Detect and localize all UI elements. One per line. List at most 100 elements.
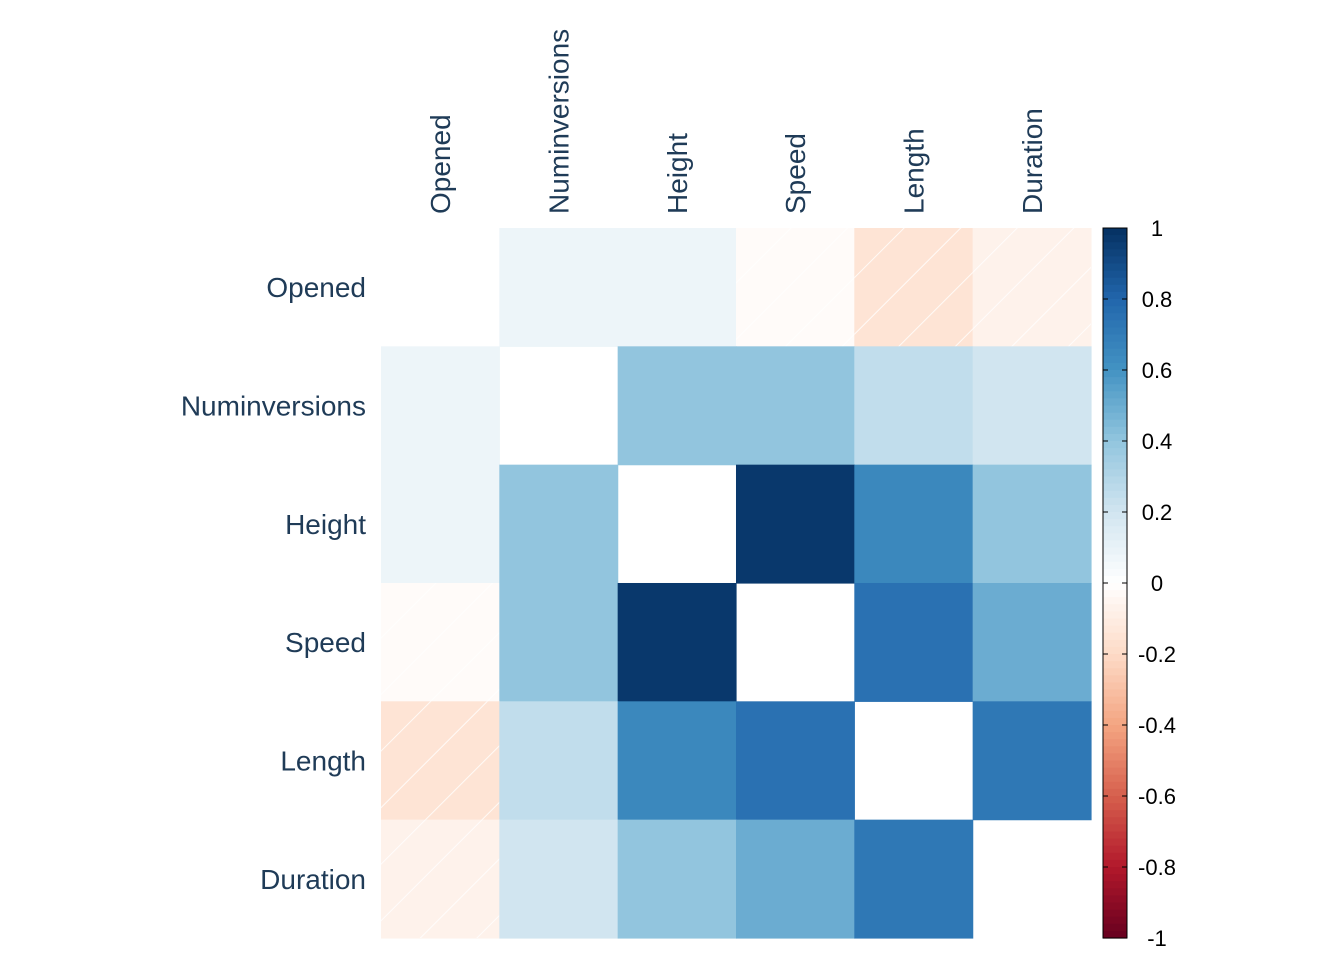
legend-gradient-step bbox=[1103, 469, 1127, 478]
legend-gradient-step bbox=[1103, 867, 1127, 875]
legend-gradient-step bbox=[1103, 930, 1127, 939]
cell-length-numinversions bbox=[499, 701, 619, 821]
legend-gradient-step bbox=[1103, 355, 1127, 364]
legend-gradient-step bbox=[1103, 646, 1127, 655]
cell-speed-length bbox=[854, 582, 974, 702]
legend-gradient-step bbox=[1103, 327, 1127, 336]
legend-gradient-step bbox=[1103, 831, 1127, 840]
legend-tick-label: -0.8 bbox=[1138, 855, 1176, 880]
legend-gradient-step bbox=[1103, 788, 1127, 797]
cell-duration-length bbox=[854, 819, 974, 939]
legend-gradient-step bbox=[1103, 874, 1127, 882]
legend-gradient-step bbox=[1103, 604, 1127, 612]
legend-gradient-step bbox=[1103, 859, 1127, 868]
row-label-duration: Duration bbox=[260, 864, 366, 895]
legend-gradient-step bbox=[1103, 767, 1127, 776]
legend-gradient-step bbox=[1103, 682, 1127, 691]
cell-numinversions-speed bbox=[735, 346, 855, 466]
legend-gradient-step bbox=[1103, 817, 1127, 825]
legend-gradient-step bbox=[1103, 249, 1127, 257]
legend-gradient-step bbox=[1103, 803, 1127, 811]
legend-gradient-step bbox=[1103, 441, 1127, 449]
legend-tick-label: -1 bbox=[1147, 926, 1167, 951]
legend-gradient-step bbox=[1103, 320, 1127, 328]
legend-gradient-step bbox=[1103, 547, 1127, 556]
legend-tick-label: 0 bbox=[1151, 571, 1163, 596]
legend-gradient-step bbox=[1103, 796, 1127, 804]
legend-gradient-step bbox=[1103, 455, 1127, 463]
cell-duration-height bbox=[617, 819, 737, 939]
cell-opened-height bbox=[617, 228, 737, 347]
legend-gradient-step bbox=[1103, 490, 1127, 499]
legend-gradient-step bbox=[1103, 448, 1127, 456]
column-label-duration: Duration bbox=[1017, 108, 1048, 214]
legend-gradient-step bbox=[1103, 412, 1127, 421]
legend-gradient-step bbox=[1103, 881, 1127, 889]
legend-gradient-step bbox=[1103, 654, 1127, 662]
legend-gradient-step bbox=[1103, 661, 1127, 669]
cell-height-length bbox=[854, 464, 974, 584]
legend-gradient-step bbox=[1103, 277, 1127, 286]
legend-gradient-step bbox=[1103, 611, 1127, 620]
cell-height-numinversions bbox=[499, 464, 619, 584]
legend-gradient-step bbox=[1103, 306, 1127, 314]
cell-opened-numinversions bbox=[499, 228, 619, 347]
legend-gradient-step bbox=[1103, 391, 1127, 399]
row-label-length: Length bbox=[280, 745, 366, 776]
legend-gradient-step bbox=[1103, 377, 1127, 385]
column-label-height: Height bbox=[662, 133, 693, 214]
color-legend: 1 0.8 0.6 0.4 0.2 0 -0.2 -0.4 -0.6 -0.8 -1 bbox=[1102, 216, 1176, 951]
legend-gradient-step bbox=[1103, 852, 1127, 861]
negative-hatch bbox=[381, 701, 500, 820]
legend-gradient-step bbox=[1103, 753, 1127, 762]
legend-gradient-step bbox=[1103, 668, 1127, 676]
legend-gradient-step bbox=[1103, 597, 1127, 605]
legend-gradient-step bbox=[1103, 583, 1127, 591]
legend-gradient-step bbox=[1103, 462, 1127, 470]
legend-gradient-step bbox=[1103, 398, 1127, 407]
legend-gradient-step bbox=[1103, 263, 1127, 272]
legend-gradient-step bbox=[1103, 483, 1127, 492]
legend-gradient-step bbox=[1103, 291, 1127, 300]
negative-hatch bbox=[381, 582, 500, 702]
legend-gradient-step bbox=[1103, 568, 1127, 577]
column-label-speed: Speed bbox=[780, 133, 811, 214]
legend-gradient-step bbox=[1103, 888, 1127, 896]
negative-hatch bbox=[735, 228, 855, 347]
cell-length-duration bbox=[972, 701, 1092, 821]
cell-numinversions-length bbox=[854, 346, 974, 466]
legend-gradient-step bbox=[1103, 746, 1127, 754]
legend-gradient-step bbox=[1103, 284, 1127, 293]
legend-gradient-step bbox=[1103, 533, 1127, 541]
legend-gradient-step bbox=[1103, 902, 1127, 911]
legend-gradient-step bbox=[1103, 739, 1127, 747]
legend-gradient-step bbox=[1103, 845, 1127, 854]
heatmap-cells bbox=[381, 228, 1092, 939]
cell-numinversions-duration bbox=[972, 346, 1092, 466]
column-label-numinversions: Numinversions bbox=[544, 29, 575, 214]
legend-gradient-step bbox=[1103, 696, 1127, 705]
legend-gradient-step bbox=[1103, 632, 1127, 641]
legend-tick-label: -0.4 bbox=[1138, 713, 1176, 738]
legend-gradient-step bbox=[1103, 810, 1127, 818]
legend-tick-label: 0.6 bbox=[1142, 358, 1173, 383]
legend-gradient-step bbox=[1103, 242, 1127, 250]
legend-gradient-step bbox=[1103, 334, 1127, 343]
legend-gradient-step bbox=[1103, 895, 1127, 904]
row-label-numinversions: Numinversions bbox=[181, 391, 366, 422]
legend-gradient-step bbox=[1103, 519, 1127, 527]
legend-gradient-step bbox=[1103, 554, 1127, 563]
cell-length-speed bbox=[735, 701, 855, 821]
legend-gradient-step bbox=[1103, 270, 1127, 279]
legend-gradient-step bbox=[1103, 299, 1127, 307]
legend-gradient-step bbox=[1103, 370, 1127, 378]
cell-height-duration bbox=[972, 464, 1092, 584]
legend-gradient-step bbox=[1103, 774, 1127, 783]
legend-tick-label: -0.6 bbox=[1138, 784, 1176, 809]
cell-height-speed bbox=[735, 464, 855, 584]
cell-speed-height bbox=[617, 582, 737, 702]
legend-gradient-step bbox=[1103, 838, 1127, 847]
legend-gradient-step bbox=[1103, 689, 1127, 698]
legend-gradient-step bbox=[1103, 419, 1127, 428]
